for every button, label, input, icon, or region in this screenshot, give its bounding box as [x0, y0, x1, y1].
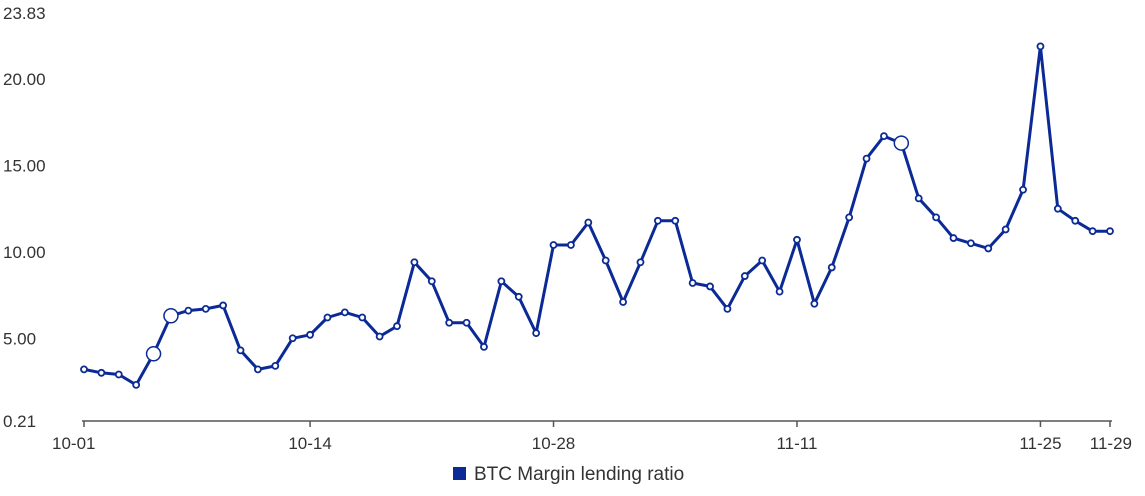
data-point[interactable] [1019, 185, 1027, 194]
data-point[interactable] [393, 322, 401, 331]
data-point[interactable] [775, 287, 784, 296]
data-points [80, 42, 1114, 389]
data-point[interactable] [706, 282, 714, 291]
legend-label: BTC Margin lending ratio [474, 464, 684, 485]
data-point[interactable] [497, 277, 506, 286]
data-point[interactable] [375, 332, 384, 341]
data-point[interactable] [306, 330, 314, 339]
y-tick-label: 23.83 [3, 4, 46, 23]
x-tick-label: 10-14 [288, 434, 331, 453]
x-tick-label: 11-11 [776, 434, 817, 453]
data-point[interactable] [163, 308, 179, 324]
data-point[interactable] [880, 132, 888, 141]
data-point[interactable] [288, 334, 297, 343]
data-point[interactable] [236, 346, 245, 355]
data-point[interactable] [80, 365, 88, 374]
data-point[interactable] [114, 370, 123, 379]
data-point[interactable] [1088, 227, 1097, 236]
data-point[interactable] [410, 258, 419, 267]
data-point[interactable] [462, 318, 471, 327]
data-point[interactable] [184, 306, 193, 315]
data-point[interactable] [201, 304, 210, 313]
data-point[interactable] [793, 235, 801, 244]
data-point[interactable] [619, 298, 627, 306]
data-point[interactable] [549, 241, 558, 249]
data-point[interactable] [340, 308, 349, 317]
data-point[interactable] [219, 301, 228, 310]
data-point[interactable] [688, 279, 697, 287]
data-point[interactable] [532, 329, 541, 337]
data-point[interactable] [97, 368, 106, 377]
data-point[interactable] [671, 216, 680, 225]
x-tick-label: 11-25 [1019, 434, 1061, 453]
data-point[interactable] [253, 365, 262, 374]
y-tick-label: 20.00 [3, 70, 46, 89]
data-point[interactable] [758, 256, 767, 265]
data-point[interactable] [145, 346, 162, 362]
data-point[interactable] [601, 256, 610, 265]
data-point[interactable] [949, 234, 958, 242]
data-point[interactable] [323, 313, 332, 322]
data-point[interactable] [271, 361, 280, 370]
data-point[interactable] [1036, 42, 1045, 51]
data-point[interactable] [914, 194, 923, 203]
data-point[interactable] [845, 213, 854, 222]
x-tick-label: 10-01 [52, 434, 95, 453]
data-point[interactable] [1106, 227, 1114, 236]
data-point[interactable] [480, 342, 488, 351]
x-axis-ticks: 10-01 10-14 10-28 11-11 11-25 11-29 [52, 421, 1132, 453]
y-axis-ticks: 23.83 20.00 15.00 10.00 5.00 0.21 [3, 4, 46, 431]
series-line [82, 44, 1112, 387]
data-point[interactable] [567, 241, 575, 249]
data-point[interactable] [723, 304, 732, 313]
legend-swatch [453, 467, 466, 480]
data-point[interactable] [932, 213, 941, 222]
data-point[interactable] [132, 380, 141, 389]
data-point[interactable] [1001, 225, 1010, 234]
data-point[interactable] [1053, 204, 1062, 213]
data-point[interactable] [514, 292, 523, 301]
data-point[interactable] [966, 239, 975, 248]
y-tick-label: 5.00 [3, 329, 36, 348]
legend[interactable]: BTC Margin lending ratio [453, 464, 684, 485]
data-point[interactable] [810, 299, 819, 308]
data-point[interactable] [740, 272, 749, 280]
data-point[interactable] [636, 258, 645, 267]
data-point[interactable] [984, 244, 993, 253]
data-point[interactable] [445, 318, 454, 327]
data-point[interactable] [827, 263, 836, 272]
data-point[interactable] [653, 216, 662, 225]
y-tick-label: 0.21 [3, 412, 36, 431]
y-tick-label: 15.00 [3, 157, 46, 176]
y-tick-label: 10.00 [3, 243, 46, 262]
x-tick-label: 11-29 [1090, 434, 1132, 453]
data-point[interactable] [358, 313, 367, 322]
data-point[interactable] [427, 277, 436, 286]
x-tick-label: 10-28 [532, 434, 575, 453]
data-point[interactable] [1071, 216, 1080, 225]
data-point[interactable] [584, 218, 593, 227]
data-point[interactable] [862, 154, 871, 163]
data-point[interactable] [893, 135, 910, 151]
